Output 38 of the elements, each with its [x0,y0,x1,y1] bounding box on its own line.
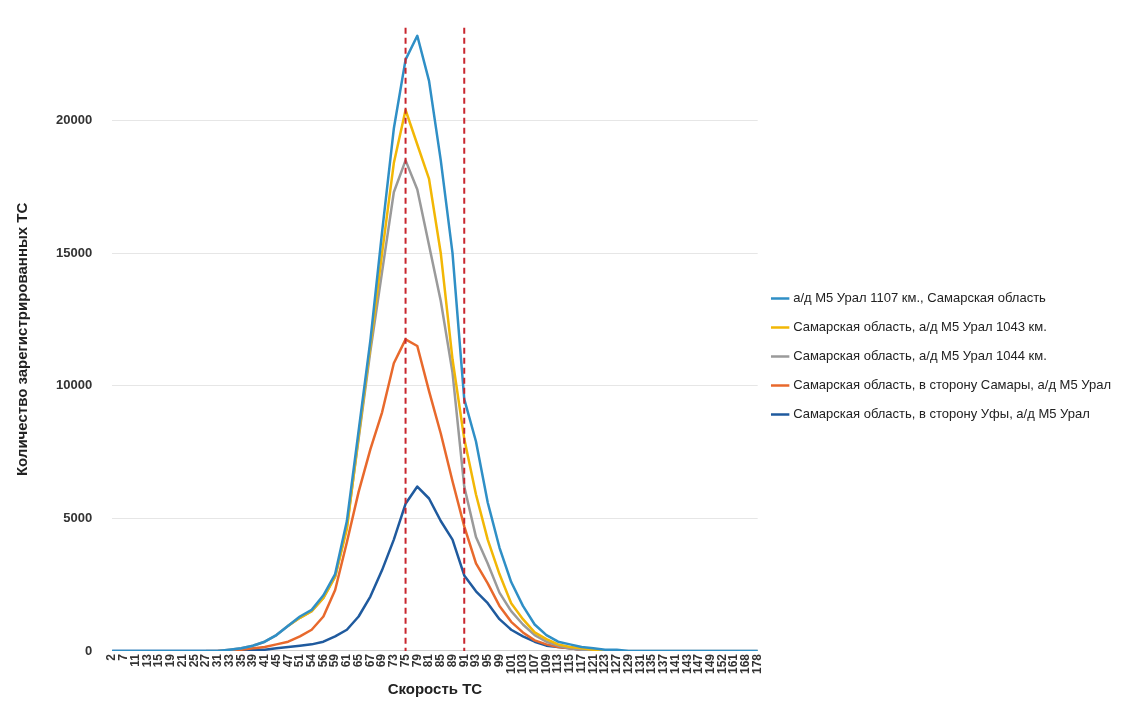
legend-label: Самарская область, в сторону Уфы, а/д М5 Урал [793,406,1090,422]
x-tick-label: 25 [186,653,201,668]
y-tick-label: 20000 [55,112,93,128]
legend-label: а/д М5 Урал 1107 км., Самарская область [793,290,1047,306]
x-tick-label: 101 [503,653,518,675]
x-tick-label: 81 [421,653,436,668]
x-tick-label: 27 [198,653,213,668]
y-tick-label: 5000 [63,509,93,525]
x-tick-label: 56 [315,653,330,668]
x-tick-label: 69 [374,653,389,668]
legend-label: Самарская область, а/д М5 Урал 1043 км. [793,319,1047,335]
x-tick-label: 123 [597,653,612,675]
x-tick-label: 93 [468,653,483,668]
x-tick-label: 15 [151,653,166,668]
x-tick-label: 13 [139,653,154,668]
x-tick-label: 67 [362,653,377,668]
x-tick-label: 121 [585,653,600,675]
x-tick-label: 47 [280,653,295,668]
x-tick-label: 59 [327,653,342,668]
x-tick-label: 131 [632,653,647,675]
x-tick-label: 161 [726,653,741,675]
x-tick-label: 2 [104,653,119,661]
x-tick-label: 39 [245,653,260,668]
x-tick-label: 135 [644,653,659,675]
x-axis-title: Скорость ТС [387,680,483,698]
x-tick-label: 91 [456,653,471,668]
x-tick-label: 109 [538,653,553,675]
y-tick-label: 10000 [55,377,93,393]
x-tick-label: 35 [233,653,248,668]
y-tick-label: 0 [84,642,93,658]
x-tick-label: 147 [691,653,706,675]
x-tick-label: 113 [550,653,565,674]
y-tick-label: 15000 [55,244,93,260]
legend-label: Самарская область, а/д М5 Урал 1044 км. [793,348,1047,364]
x-tick-label: 79 [409,653,424,668]
x-tick-label: 143 [679,653,694,675]
y-axis-title: Количество зарегистрированных ТС [13,202,31,477]
legend-label: Самарская область, в сторону Самары, а/д М5 Урал [793,377,1111,393]
